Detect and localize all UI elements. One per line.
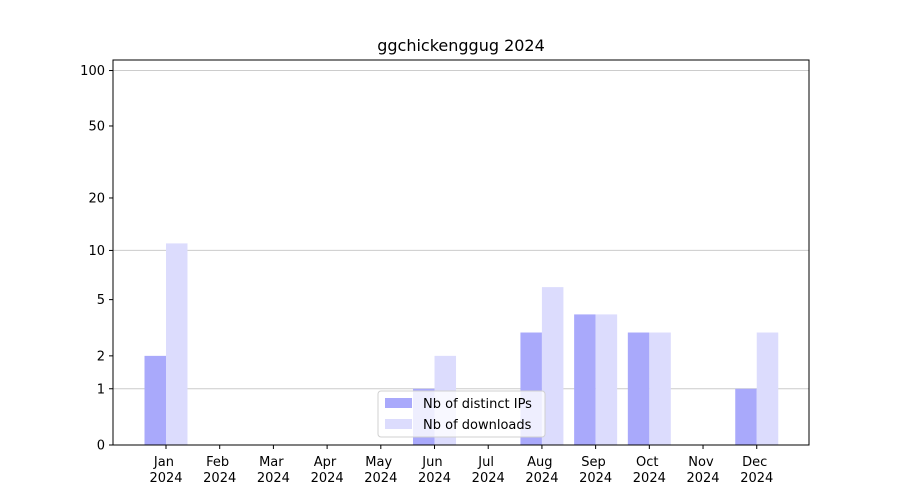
y-tick-label: 2 [97, 349, 105, 364]
y-tick-label: 100 [80, 64, 105, 79]
bar [627, 332, 650, 445]
legend-swatch [385, 398, 412, 408]
legend-label: Nb of distinct IPs [423, 397, 532, 412]
bar [574, 314, 596, 445]
chart-title: ggchickenggug 2024 [377, 36, 545, 55]
bar [595, 314, 618, 445]
y-tick-label: 10 [88, 244, 105, 259]
x-tick-label: May 2024 [364, 455, 397, 486]
x-tick-label: Jan 2024 [149, 455, 182, 486]
y-tick-label: 0 [97, 439, 105, 454]
y-tick-label: 5 [97, 293, 105, 308]
x-tick-label: Sep 2024 [579, 455, 612, 486]
bar [649, 332, 671, 445]
x-tick-label: Feb 2024 [203, 455, 236, 486]
x-tick-label: Oct 2024 [633, 455, 666, 486]
bar [541, 287, 564, 445]
plot-frame [112, 59, 810, 446]
x-tick-label: Aug 2024 [525, 455, 558, 486]
legend-swatch [385, 419, 412, 429]
x-tick-label: Apr 2024 [311, 455, 344, 486]
bar [166, 243, 188, 445]
legend-box [377, 390, 546, 438]
bar [144, 355, 166, 445]
x-tick-label: Nov 2024 [686, 455, 719, 486]
y-tick-label: 1 [97, 382, 105, 397]
legend-label: Nb of downloads [423, 418, 532, 433]
x-tick-label: Dec 2024 [740, 455, 773, 486]
y-tick-label: 50 [88, 119, 105, 134]
legend: Nb of distinct IPs Nb of downloads [377, 390, 546, 438]
x-tick-label: Jun 2024 [418, 455, 451, 486]
bar [735, 388, 757, 445]
x-tick-label: Jul 2024 [472, 455, 505, 486]
y-tick-label: 20 [88, 191, 105, 206]
bar [756, 332, 779, 445]
x-tick-label: Mar 2024 [257, 455, 290, 486]
